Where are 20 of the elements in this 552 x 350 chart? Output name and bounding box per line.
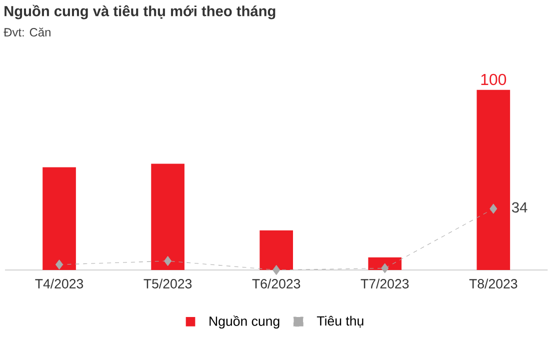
x-tick-label: T6/2023 xyxy=(252,278,300,288)
x-tick-label: T5/2023 xyxy=(144,278,192,288)
chart-title: Nguồn cung và tiêu thụ mới theo tháng xyxy=(4,4,276,20)
point xyxy=(164,256,172,266)
bar xyxy=(368,257,402,270)
point xyxy=(56,260,64,270)
x-tick-label: T7/2023 xyxy=(360,278,409,288)
data-label: 100 xyxy=(481,74,506,86)
data-label: 34 xyxy=(512,202,528,213)
bar xyxy=(260,230,293,270)
chart-subtitle: Đvt: Căn xyxy=(4,28,50,37)
x-tick-label: T4/2023 xyxy=(35,278,84,288)
legend-label: Tiêu thụ xyxy=(316,316,364,328)
bar xyxy=(476,90,510,270)
bar xyxy=(42,167,76,270)
legend-label: Nguồn cung xyxy=(210,316,280,329)
point xyxy=(490,204,498,214)
point xyxy=(272,265,280,275)
x-tick-label: T8/2023 xyxy=(469,278,518,288)
bar xyxy=(151,164,184,270)
